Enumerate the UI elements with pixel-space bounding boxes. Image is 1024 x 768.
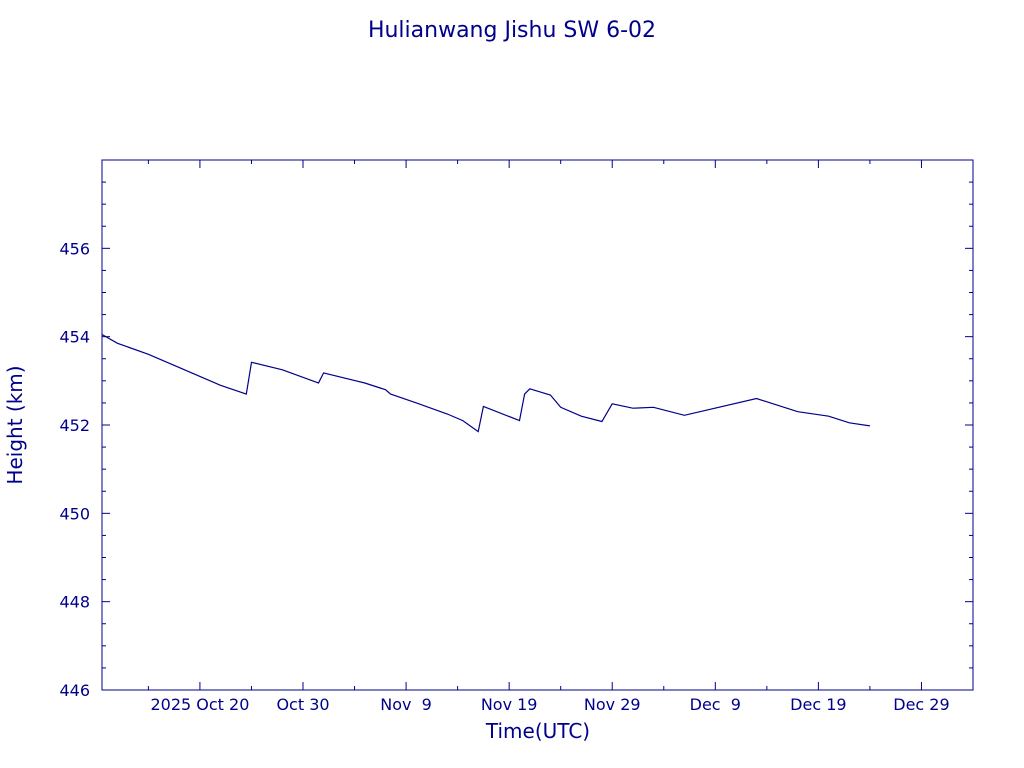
y-axis-label: Height (km) bbox=[3, 365, 27, 484]
x-tick-label: Oct 30 bbox=[276, 695, 329, 714]
plot-frame bbox=[101, 159, 974, 691]
y-axis: 446 448 450 452 454 456 bbox=[59, 181, 973, 700]
x-axis: 2025 Oct 20 Oct 30 Nov 9 Nov 19 Nov 29 Dec 9 D… bbox=[147, 160, 950, 714]
height-series-line bbox=[101, 333, 870, 433]
chart-title: Hulianwang Jishu SW 6-02 bbox=[368, 18, 656, 43]
y-tick-label: 454 bbox=[59, 328, 90, 347]
y-tick-label: 452 bbox=[59, 416, 90, 435]
x-tick-label: Nov 29 bbox=[584, 695, 641, 714]
x-tick-label: Nov 9 bbox=[380, 695, 432, 714]
x-tick-label: Dec 9 bbox=[690, 695, 741, 714]
x-tick-label: Dec 19 bbox=[790, 695, 846, 714]
x-tick-label: Nov 19 bbox=[481, 695, 538, 714]
x-axis-label: Time(UTC) bbox=[485, 719, 590, 743]
y-tick-label: 450 bbox=[59, 504, 90, 523]
y-tick-label: 446 bbox=[59, 681, 90, 700]
y-tick-label: 456 bbox=[59, 239, 90, 258]
y-tick-label: 448 bbox=[59, 593, 90, 612]
x-tick-label: 2025 Oct 20 bbox=[150, 695, 249, 714]
x-tick-label: Dec 29 bbox=[893, 695, 949, 714]
